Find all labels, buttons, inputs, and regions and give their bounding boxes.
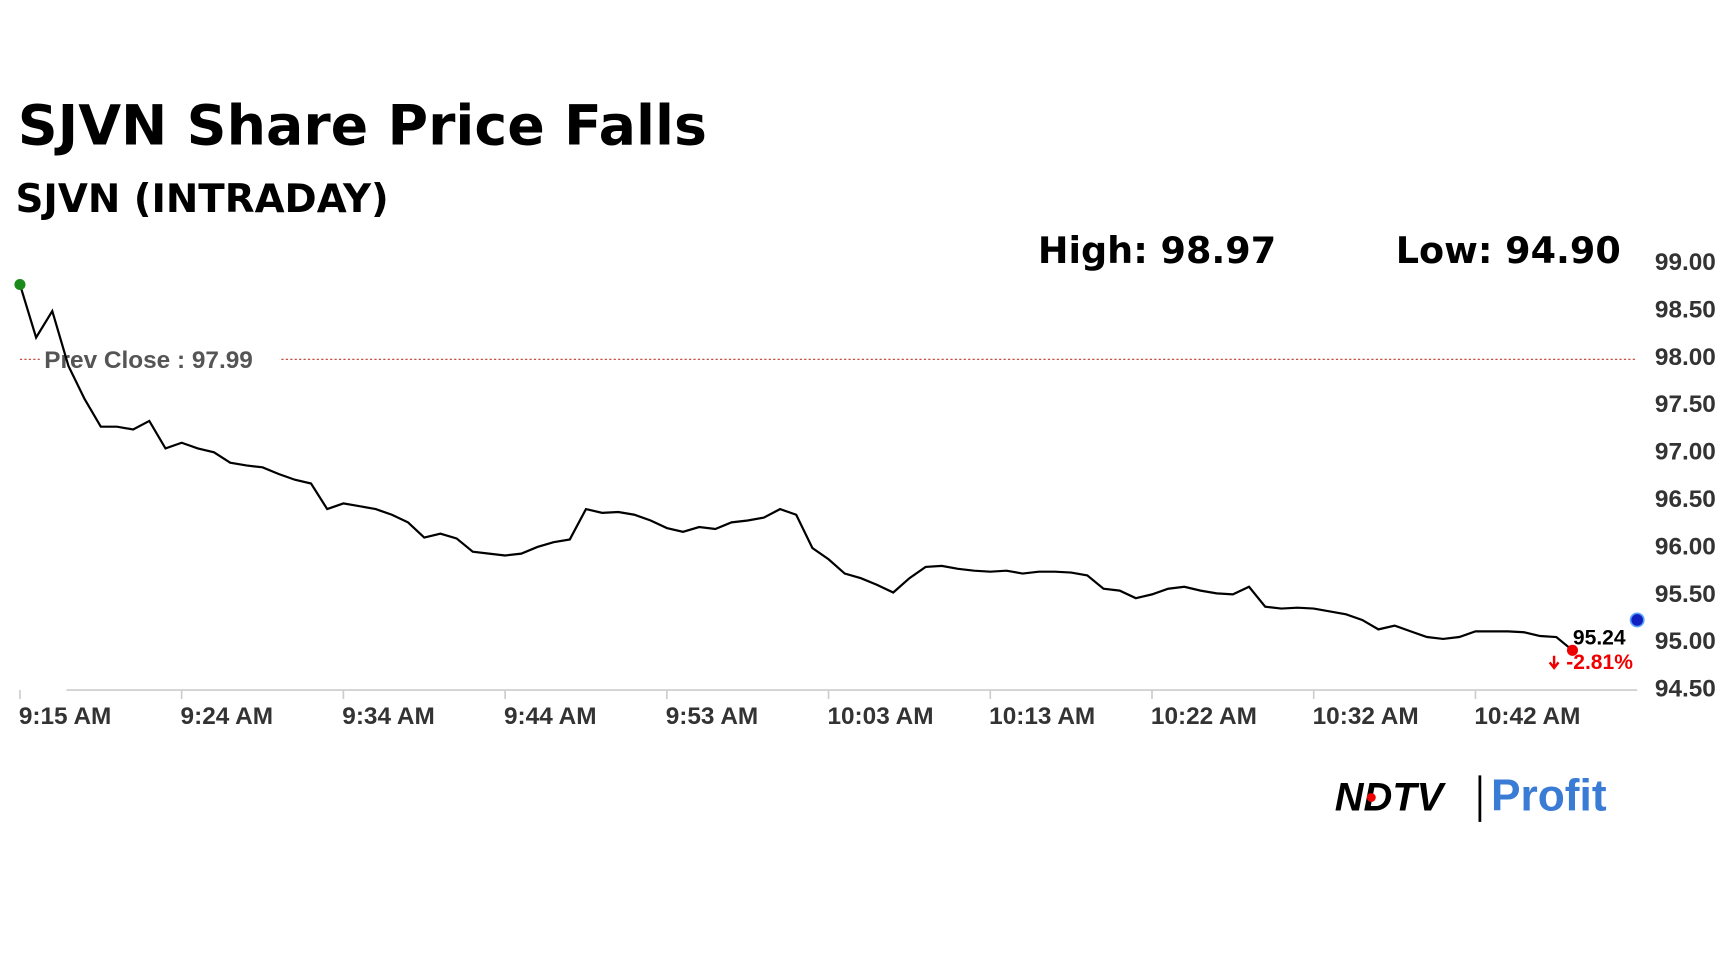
prev-close-bg (39, 344, 280, 374)
x-tick-label: 10:22 AM (1151, 703, 1257, 730)
y-tick-label: 99.00 (1655, 249, 1716, 276)
x-tick-label: 10:03 AM (827, 703, 933, 730)
prev-close-label: Prev Close : 97.99 (44, 347, 253, 374)
last-price-dot (1629, 612, 1645, 628)
down-arrow (1548, 655, 1560, 670)
high-label: High: 98.97 (1038, 229, 1276, 272)
y-tick-label: 95.00 (1655, 628, 1716, 655)
x-tick-label: 10:42 AM (1474, 703, 1580, 730)
x-tick-label: 9:34 AM (342, 703, 435, 730)
y-tick-label: 97.00 (1655, 439, 1716, 466)
x-tick-label: 9:44 AM (504, 703, 597, 730)
y-tick-label: 95.50 (1655, 581, 1716, 608)
end-dot (1566, 644, 1579, 656)
logo-profit: Profit (1491, 771, 1607, 820)
y-tick-label: 94.50 (1655, 676, 1716, 703)
x-tick-label: 9:15 AM (19, 703, 112, 730)
y-tick-label: 97.50 (1655, 391, 1716, 418)
logo-dot (1366, 793, 1376, 802)
chart-title: SJVN Share Price Falls (18, 95, 707, 159)
chart-subtitle: SJVN (INTRADAY) (16, 177, 389, 222)
start-dot (14, 278, 26, 291)
y-tick-label: 96.50 (1655, 486, 1716, 513)
x-tick-label: 9:24 AM (181, 703, 274, 730)
low-label: Low: 94.90 (1396, 229, 1621, 272)
x-tick-label: 10:32 AM (1313, 703, 1419, 730)
change-label: -2.81% (1566, 651, 1633, 674)
x-tick-label: 10:13 AM (989, 703, 1095, 730)
y-tick-label: 98.50 (1655, 296, 1716, 323)
last-price-label: 95.24 (1573, 627, 1626, 650)
logo-ndtv: NDTV (1335, 775, 1447, 819)
x-tick-label: 9:53 AM (666, 703, 759, 730)
y-tick-label: 98.00 (1655, 344, 1716, 371)
y-tick-label: 96.00 (1655, 533, 1716, 560)
price-line (18, 284, 1574, 652)
